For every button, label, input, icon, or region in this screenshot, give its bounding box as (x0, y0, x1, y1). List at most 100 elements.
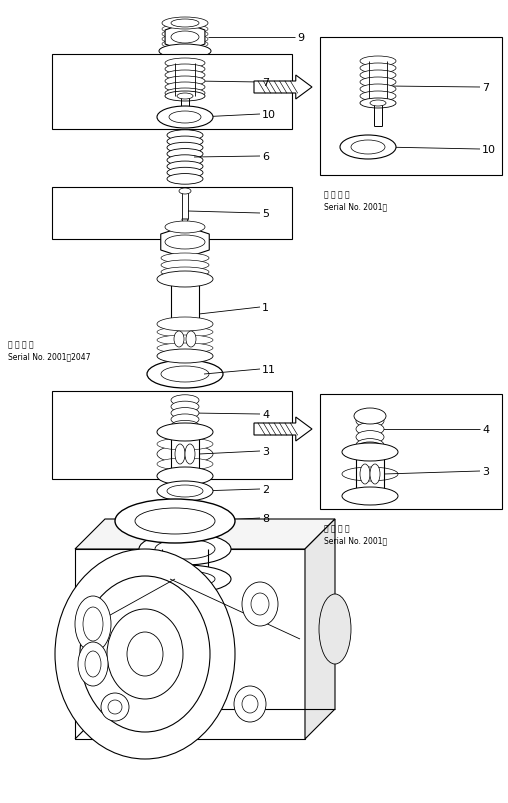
Ellipse shape (185, 444, 195, 464)
Ellipse shape (234, 686, 266, 722)
Text: 7: 7 (262, 78, 269, 88)
Text: 10: 10 (262, 110, 276, 120)
Ellipse shape (167, 149, 203, 160)
Ellipse shape (179, 189, 191, 195)
Ellipse shape (171, 395, 199, 406)
Ellipse shape (162, 25, 208, 35)
Ellipse shape (177, 94, 193, 100)
Ellipse shape (360, 464, 370, 484)
Ellipse shape (356, 423, 384, 436)
Ellipse shape (171, 408, 199, 419)
Ellipse shape (101, 693, 129, 721)
Ellipse shape (157, 423, 213, 442)
Ellipse shape (108, 700, 122, 714)
Ellipse shape (169, 112, 201, 124)
Ellipse shape (157, 438, 213, 450)
Ellipse shape (167, 485, 203, 497)
Bar (52, 188, 292, 240)
Ellipse shape (139, 533, 231, 565)
Ellipse shape (157, 107, 213, 128)
Text: Serial No. 2001～2047: Serial No. 2001～2047 (8, 352, 90, 361)
Ellipse shape (159, 45, 211, 59)
Polygon shape (165, 24, 205, 52)
Text: 9: 9 (297, 33, 304, 43)
Ellipse shape (171, 421, 199, 432)
Ellipse shape (342, 467, 398, 482)
Text: 適 用 号 機: 適 用 号 機 (324, 524, 350, 532)
Ellipse shape (157, 344, 213, 353)
Text: 10: 10 (482, 145, 496, 155)
Ellipse shape (85, 651, 101, 677)
Ellipse shape (165, 65, 205, 75)
Ellipse shape (83, 607, 103, 642)
Ellipse shape (165, 236, 205, 250)
Ellipse shape (251, 593, 269, 615)
Text: 適 用 号 機: 適 用 号 機 (324, 190, 350, 199)
Ellipse shape (139, 565, 231, 593)
Ellipse shape (167, 156, 203, 166)
Ellipse shape (167, 131, 203, 141)
Ellipse shape (127, 632, 163, 676)
Ellipse shape (360, 78, 396, 88)
Polygon shape (254, 418, 312, 442)
Ellipse shape (162, 35, 208, 45)
Ellipse shape (165, 222, 205, 234)
Ellipse shape (162, 40, 208, 50)
Ellipse shape (356, 439, 384, 452)
Ellipse shape (342, 443, 398, 462)
Ellipse shape (165, 71, 205, 81)
Ellipse shape (356, 431, 384, 444)
Ellipse shape (157, 318, 213, 332)
Text: Serial No. 2001－: Serial No. 2001－ (324, 536, 387, 544)
Ellipse shape (171, 32, 199, 44)
Ellipse shape (360, 99, 396, 109)
Ellipse shape (165, 83, 205, 93)
Ellipse shape (162, 30, 208, 40)
Ellipse shape (171, 402, 199, 413)
Bar (52, 392, 292, 479)
Ellipse shape (167, 162, 203, 173)
Ellipse shape (155, 571, 215, 587)
Text: 8: 8 (262, 513, 269, 524)
Text: 1: 1 (262, 303, 269, 312)
Polygon shape (254, 76, 312, 100)
Ellipse shape (167, 174, 203, 185)
Text: 7: 7 (482, 83, 489, 93)
Ellipse shape (319, 594, 351, 664)
Ellipse shape (354, 442, 386, 459)
Ellipse shape (115, 499, 235, 544)
Ellipse shape (135, 508, 215, 534)
Ellipse shape (174, 332, 184, 348)
Ellipse shape (360, 92, 396, 102)
Ellipse shape (157, 271, 213, 287)
Ellipse shape (165, 59, 205, 69)
Ellipse shape (161, 261, 209, 271)
Polygon shape (75, 520, 335, 549)
Ellipse shape (175, 444, 185, 464)
Ellipse shape (242, 695, 258, 713)
Bar (320, 394, 502, 509)
Polygon shape (161, 226, 209, 259)
Ellipse shape (370, 101, 386, 107)
Ellipse shape (107, 609, 183, 699)
Ellipse shape (186, 332, 196, 348)
Text: 5: 5 (262, 209, 269, 218)
Ellipse shape (161, 254, 209, 263)
Ellipse shape (165, 92, 205, 102)
Ellipse shape (171, 414, 199, 426)
Ellipse shape (167, 143, 203, 153)
Text: Serial No. 2001－: Serial No. 2001－ (324, 202, 387, 210)
Polygon shape (182, 220, 188, 234)
Ellipse shape (342, 487, 398, 505)
Ellipse shape (157, 446, 213, 463)
Polygon shape (305, 520, 335, 739)
Ellipse shape (354, 409, 386, 425)
Ellipse shape (242, 582, 278, 626)
Bar (320, 38, 502, 176)
Ellipse shape (147, 361, 223, 389)
Text: 適 用 号 機: 適 用 号 機 (8, 340, 34, 349)
Ellipse shape (75, 597, 111, 652)
Ellipse shape (157, 459, 213, 471)
Ellipse shape (165, 89, 205, 99)
Ellipse shape (157, 482, 213, 501)
